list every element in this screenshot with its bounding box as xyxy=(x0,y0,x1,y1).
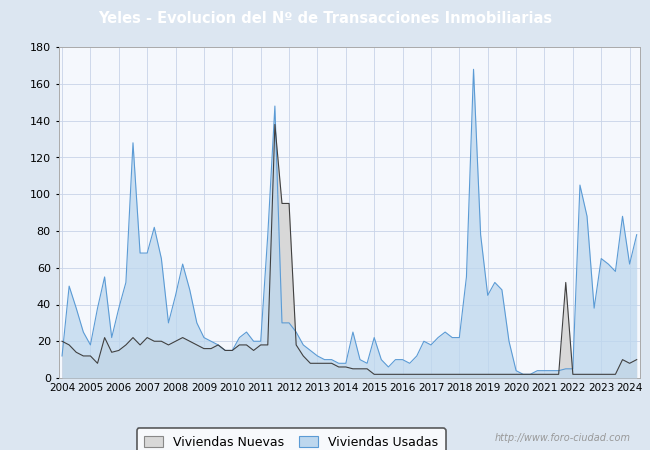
Legend: Viviendas Nuevas, Viviendas Usadas: Viviendas Nuevas, Viviendas Usadas xyxy=(137,428,446,450)
Text: http://www.foro-ciudad.com: http://www.foro-ciudad.com xyxy=(495,433,630,443)
Text: Yeles - Evolucion del Nº de Transacciones Inmobiliarias: Yeles - Evolucion del Nº de Transaccione… xyxy=(98,11,552,26)
